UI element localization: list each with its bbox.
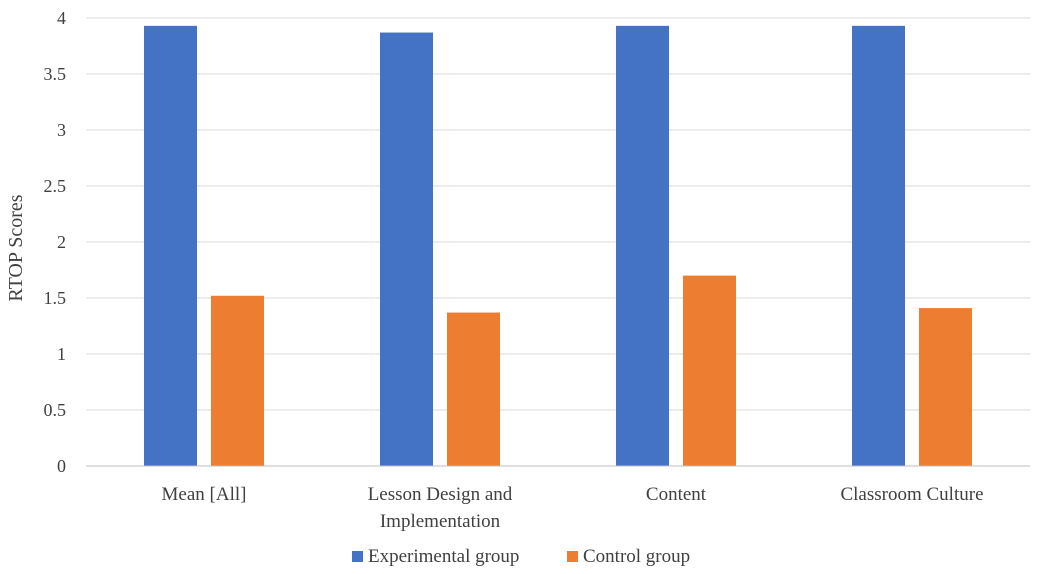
x-category-label: Classroom Culture [840,484,983,505]
y-tick-label: 0.5 [44,400,67,420]
x-category-label: Mean [All] [162,484,247,505]
legend-label: Control group [583,546,690,567]
x-category-label: Lesson Design and [368,484,513,505]
legend: Experimental group Control group [352,546,690,567]
y-axis-label: RTOP Scores [5,194,27,301]
y-tick-label: 1 [57,344,66,364]
x-category-label: Implementation [380,511,501,532]
bar-control-3 [919,308,972,466]
bar-control-0 [211,295,264,466]
bar-experimental-2 [616,25,669,467]
bar-experimental-3 [852,25,905,467]
bars [144,25,972,467]
y-tick-label: 4 [57,8,66,28]
y-tick-label: 1.5 [44,288,67,308]
legend-label: Experimental group [368,546,519,567]
bar-experimental-1 [380,32,433,467]
y-tick-label: 2.5 [44,176,67,196]
y-axis-ticks: 0 0.5 1 1.5 2 2.5 3 3.5 4 [44,8,67,476]
y-tick-label: 2 [57,232,66,252]
y-tick-label: 3.5 [44,64,67,84]
y-tick-label: 0 [57,456,66,476]
y-tick-label: 3 [57,120,66,140]
x-axis-categories: Mean [All] Lesson Design and Implementatio… [162,484,984,532]
legend-swatch [352,551,363,562]
legend-swatch [567,551,578,562]
bar-control-2 [683,275,736,466]
bar-control-1 [447,312,500,466]
x-category-label: Content [646,484,707,505]
bar-experimental-0 [144,25,197,467]
